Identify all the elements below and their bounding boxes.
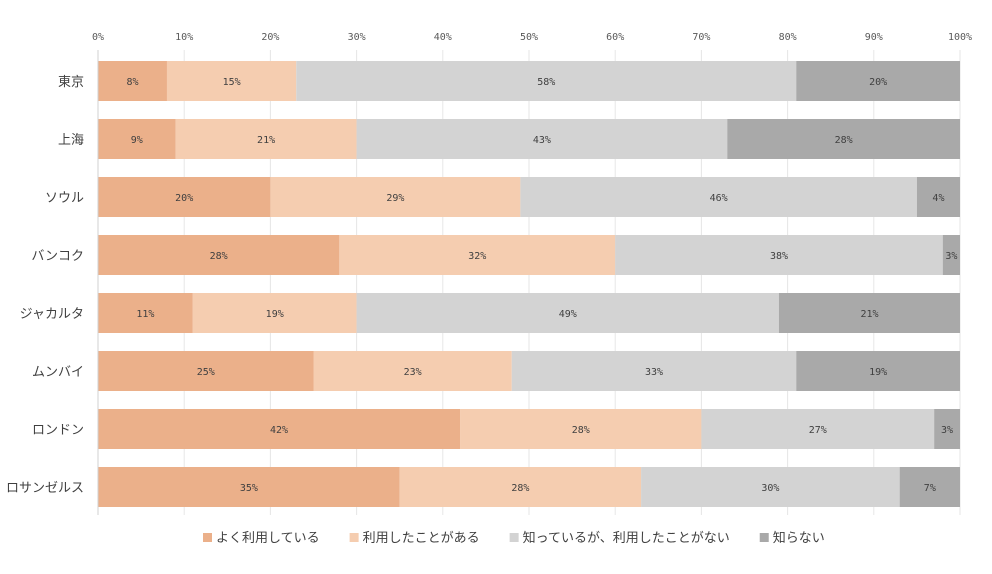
legend: よく利用している 利用したことがある 知っているが、利用したことがない 知らない xyxy=(203,530,825,546)
bar-segment xyxy=(98,119,176,159)
bar-segment xyxy=(520,177,917,217)
x-tick-label: 10% xyxy=(175,32,193,43)
data-label: 8% xyxy=(126,77,138,88)
bar-segment xyxy=(399,467,642,507)
data-label: 21% xyxy=(860,309,878,320)
x-tick-label: 0% xyxy=(92,32,104,43)
data-label: 49% xyxy=(559,309,577,320)
bar-segment xyxy=(701,409,935,449)
data-label: 3% xyxy=(941,425,953,436)
category-label: ソウル xyxy=(45,191,84,206)
data-label: 4% xyxy=(932,193,944,204)
bar-segment xyxy=(296,61,797,101)
bar-segment xyxy=(934,409,960,449)
bar-segment xyxy=(356,119,728,159)
x-axis-ticks: 0% 10% 20% 30% 40% 50% 60% 70% 80% 90% 100% xyxy=(92,32,972,43)
data-label: 46% xyxy=(710,193,728,204)
data-label: 32% xyxy=(468,251,486,262)
data-label: 3% xyxy=(945,251,957,262)
data-label: 20% xyxy=(869,77,887,88)
x-tick-label: 70% xyxy=(692,32,710,43)
data-label: 43% xyxy=(533,135,551,146)
data-label: 19% xyxy=(266,309,284,320)
data-label: 23% xyxy=(404,367,422,378)
data-label: 38% xyxy=(770,251,788,262)
bar-segment xyxy=(192,293,357,333)
data-label: 21% xyxy=(257,135,275,146)
bar-segment xyxy=(270,177,521,217)
bar-segment xyxy=(942,235,960,275)
bar-segment xyxy=(796,351,960,391)
data-labels: 8% 15% 58% 20% 9% 21% 43% 28% 20% 29% 46% 4% 28% 32% 3… xyxy=(126,77,957,494)
bar-segment xyxy=(166,61,297,101)
data-label: 27% xyxy=(809,425,827,436)
data-label: 42% xyxy=(270,425,288,436)
bar-segment xyxy=(615,235,943,275)
data-label: 11% xyxy=(136,309,154,320)
x-tick-label: 50% xyxy=(520,32,538,43)
data-label: 9% xyxy=(131,135,143,146)
category-label: バンコク xyxy=(31,249,84,264)
data-label: 33% xyxy=(645,367,663,378)
category-label: ロンドン xyxy=(32,423,84,438)
x-tick-label: 20% xyxy=(261,32,279,43)
data-label: 58% xyxy=(537,77,555,88)
legend-swatch xyxy=(203,533,212,542)
legend-swatch xyxy=(509,533,519,542)
bar-segment xyxy=(175,119,357,159)
data-label: 28% xyxy=(210,251,228,262)
bar-segment xyxy=(98,61,167,101)
bar-segment xyxy=(899,467,960,507)
legend-swatch xyxy=(759,533,769,542)
data-label: 28% xyxy=(572,425,590,436)
category-label: 東京 xyxy=(58,74,84,90)
bar-segment xyxy=(356,293,779,333)
legend-label: 知っているが、利用したことがない xyxy=(523,530,730,546)
x-tick-label: 100% xyxy=(948,32,972,43)
bar-segment xyxy=(98,467,400,507)
bar-segment xyxy=(460,409,702,449)
x-tick-label: 80% xyxy=(779,32,797,43)
legend-label: よく利用している xyxy=(216,531,320,546)
bar-segment xyxy=(313,351,512,391)
bar-segments xyxy=(98,61,960,507)
bar-segment xyxy=(727,119,960,159)
bar-segment xyxy=(98,409,461,449)
x-tick-label: 30% xyxy=(348,32,366,43)
legend-label: 利用したことがある xyxy=(363,531,480,546)
data-label: 28% xyxy=(835,135,853,146)
category-label: ジャカルタ xyxy=(20,307,84,322)
category-label: ロサンゼルス xyxy=(6,481,84,496)
data-label: 19% xyxy=(869,367,887,378)
bar-segment xyxy=(511,351,797,391)
bar-segment xyxy=(796,61,960,101)
data-label: 28% xyxy=(511,483,529,494)
data-label: 35% xyxy=(240,483,258,494)
x-tick-label: 60% xyxy=(606,32,624,43)
bar-segment xyxy=(778,293,960,333)
data-label: 15% xyxy=(223,77,241,88)
data-label: 20% xyxy=(175,193,193,204)
data-label: 30% xyxy=(761,483,779,494)
bar-segment xyxy=(641,467,900,507)
bar-segment xyxy=(98,351,314,391)
category-label: 上海 xyxy=(58,133,84,148)
bar-segment xyxy=(916,177,960,217)
data-label: 7% xyxy=(924,483,936,494)
legend-label: 知らない xyxy=(773,530,825,546)
category-label: ムンバイ xyxy=(32,365,84,380)
data-label: 29% xyxy=(386,193,404,204)
legend-swatch xyxy=(349,533,359,542)
bar-segment xyxy=(98,235,340,275)
x-tick-label: 90% xyxy=(865,32,883,43)
bar-segment xyxy=(339,235,616,275)
data-label: 25% xyxy=(197,367,215,378)
bar-segment xyxy=(98,177,271,217)
x-tick-label: 40% xyxy=(434,32,452,43)
bar-segment xyxy=(98,293,193,333)
